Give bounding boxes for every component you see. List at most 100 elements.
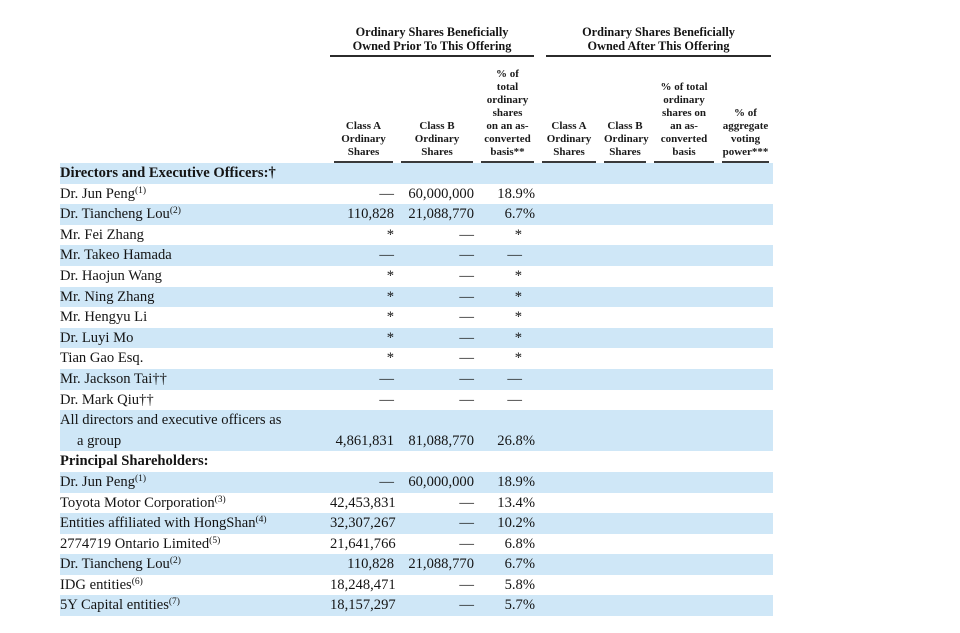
row-label-text: Mr. Takeo Hamada [60, 247, 172, 264]
footnote-ref: (5) [209, 535, 221, 546]
row-label-text: Mr. Jackson Tai†† [60, 370, 167, 387]
cell-classA-after [538, 328, 600, 349]
cell-classA-after [538, 348, 600, 369]
cell-voting-power [718, 575, 773, 596]
table-row: IDG entities(6) 18,248,471—5.8% [60, 575, 773, 596]
table-row: Mr. Hengyu Li * — * [60, 307, 773, 328]
cell-classA-prior: — [379, 185, 394, 202]
row-label: Mr. Takeo Hamada [60, 245, 330, 266]
row-label: 2774719 Ontario Limited(5) [60, 534, 330, 555]
cell-pct-after [650, 595, 718, 616]
row-label-text: Toyota Motor Corporation [60, 494, 215, 511]
footnote-ref: (2) [169, 556, 181, 567]
cell-classA-prior: 21,641,766 [330, 535, 396, 552]
section-row: Principal Shareholders: [60, 451, 773, 472]
cell-classB-prior: — [459, 226, 474, 243]
table-row: Mr. Fei Zhang * — * [60, 225, 773, 246]
cell-classB-after [600, 225, 650, 246]
row-label-text: IDG entities [60, 576, 132, 593]
cell-classB-prior: — [459, 247, 474, 264]
cell-pct-after [650, 225, 718, 246]
cell-voting-power [718, 554, 773, 575]
cell-classB-after [600, 369, 650, 390]
cell-pct-prior: 6.8% [504, 535, 535, 552]
cell-classA-prior: — [379, 370, 394, 387]
cell-classB-prior: — [459, 597, 474, 614]
cell-voting-power [718, 493, 773, 514]
group-header-after-offering: Ordinary Shares Beneficially Owned After… [538, 25, 773, 57]
cell-classB-after [600, 348, 650, 369]
row-label-text: Dr. Tiancheng Lou [60, 556, 170, 573]
cell-pct-prior: * [514, 350, 522, 367]
group-header-prior-offering: Ordinary Shares Beneficially Owned Prior… [330, 25, 538, 57]
cell-classB-prior: — [459, 329, 474, 346]
cell-classA-after [538, 287, 600, 308]
cell-classA-prior: — [379, 391, 394, 408]
footnote-ref: (2) [169, 206, 181, 217]
footnote-ref: (1) [135, 473, 147, 484]
cell-classA-prior: — [379, 473, 394, 490]
cell-classA-after [538, 184, 600, 205]
cell-pct-prior: — [507, 247, 522, 264]
cell-voting-power [718, 410, 773, 451]
cell-pct-prior: * [514, 309, 522, 326]
cell-classA-after [538, 307, 600, 328]
cell-classA-prior: — [379, 247, 394, 264]
row-label: Dr. Luyi Mo [60, 328, 330, 349]
row-label-text: Dr. Luyi Mo [60, 329, 134, 346]
cell-pct-prior: * [514, 267, 522, 284]
cell-classA-after [538, 204, 600, 225]
column-header-pct-after: % of total ordinary shares on an as- con… [650, 57, 718, 163]
cell-voting-power [718, 225, 773, 246]
cell-pct-after [650, 575, 718, 596]
cell-pct-prior: 13.4% [497, 494, 535, 511]
cell-voting-power [718, 348, 773, 369]
row-label: Dr. Tiancheng Lou(2) [60, 204, 330, 225]
label-column-spacer [60, 25, 330, 57]
cell-pct-after [650, 348, 718, 369]
cell-pct-prior: 5.8% [504, 576, 535, 593]
label-column-header [60, 57, 330, 163]
cell-classB-after [600, 472, 650, 493]
cell-classA-after [538, 595, 600, 616]
cell-classA-prior: 32,307,267 [330, 515, 396, 532]
table-row: Tian Gao Esq. * — * [60, 348, 773, 369]
cell-pct-prior: 6.7% [504, 556, 535, 573]
cell-classA-prior: 110,828 [347, 556, 394, 573]
cell-classA-prior: 42,453,831 [330, 494, 396, 511]
cell-classB-prior: — [459, 535, 474, 552]
cell-classB-after [600, 390, 650, 411]
column-header-pct-prior: % of total ordinary shares on an as- con… [477, 57, 538, 163]
cell-pct-after [650, 554, 718, 575]
table-row: Dr. Tiancheng Lou(2) 110,828 21,088,770 6.7… [60, 554, 773, 575]
cell-classB-after [600, 493, 650, 514]
row-label: Dr. Tiancheng Lou(2) [60, 554, 330, 575]
cell-pct-prior: — [507, 391, 522, 408]
cell-classB-prior: — [459, 494, 474, 511]
table-row: Dr. Jun Peng(1) — 60,000,000 18.9% [60, 184, 773, 205]
cell-classB-prior: — [459, 309, 474, 326]
column-header-text: % of aggregate voting power*** [722, 107, 769, 163]
cell-classA-prior: * [386, 329, 394, 346]
cell-classA-prior: * [386, 309, 394, 326]
row-label: All directors and executive officers as … [60, 410, 330, 451]
cell-pct-after [650, 493, 718, 514]
cell-classB-after [600, 287, 650, 308]
cell-pct-prior: 10.2% [497, 515, 535, 532]
beneficial-ownership-table: Ordinary Shares Beneficially Owned Prior… [60, 25, 773, 617]
cell-classA-after [538, 575, 600, 596]
cell-classB-prior: — [459, 267, 474, 284]
row-label: Entities affiliated with HongShan(4) [60, 513, 330, 534]
footnote-ref: (4) [255, 515, 267, 526]
column-header-classA-after: Class A Ordinary Shares [538, 57, 600, 163]
row-label: 5Y Capital entities(7) [60, 595, 330, 616]
cell-voting-power [718, 369, 773, 390]
cell-classA-after [538, 493, 600, 514]
cell-voting-power [718, 204, 773, 225]
table-body: Directors and Executive Officers:† Dr. Ju… [60, 163, 773, 617]
row-label: Toyota Motor Corporation(3) [60, 493, 330, 514]
column-header-classB-after: Class B Ordinary Shares [600, 57, 650, 163]
row-label-text: Dr. Jun Peng [60, 473, 135, 490]
row-label: Dr. Mark Qiu†† [60, 390, 330, 411]
row-label-text: Mr. Ning Zhang [60, 288, 155, 305]
